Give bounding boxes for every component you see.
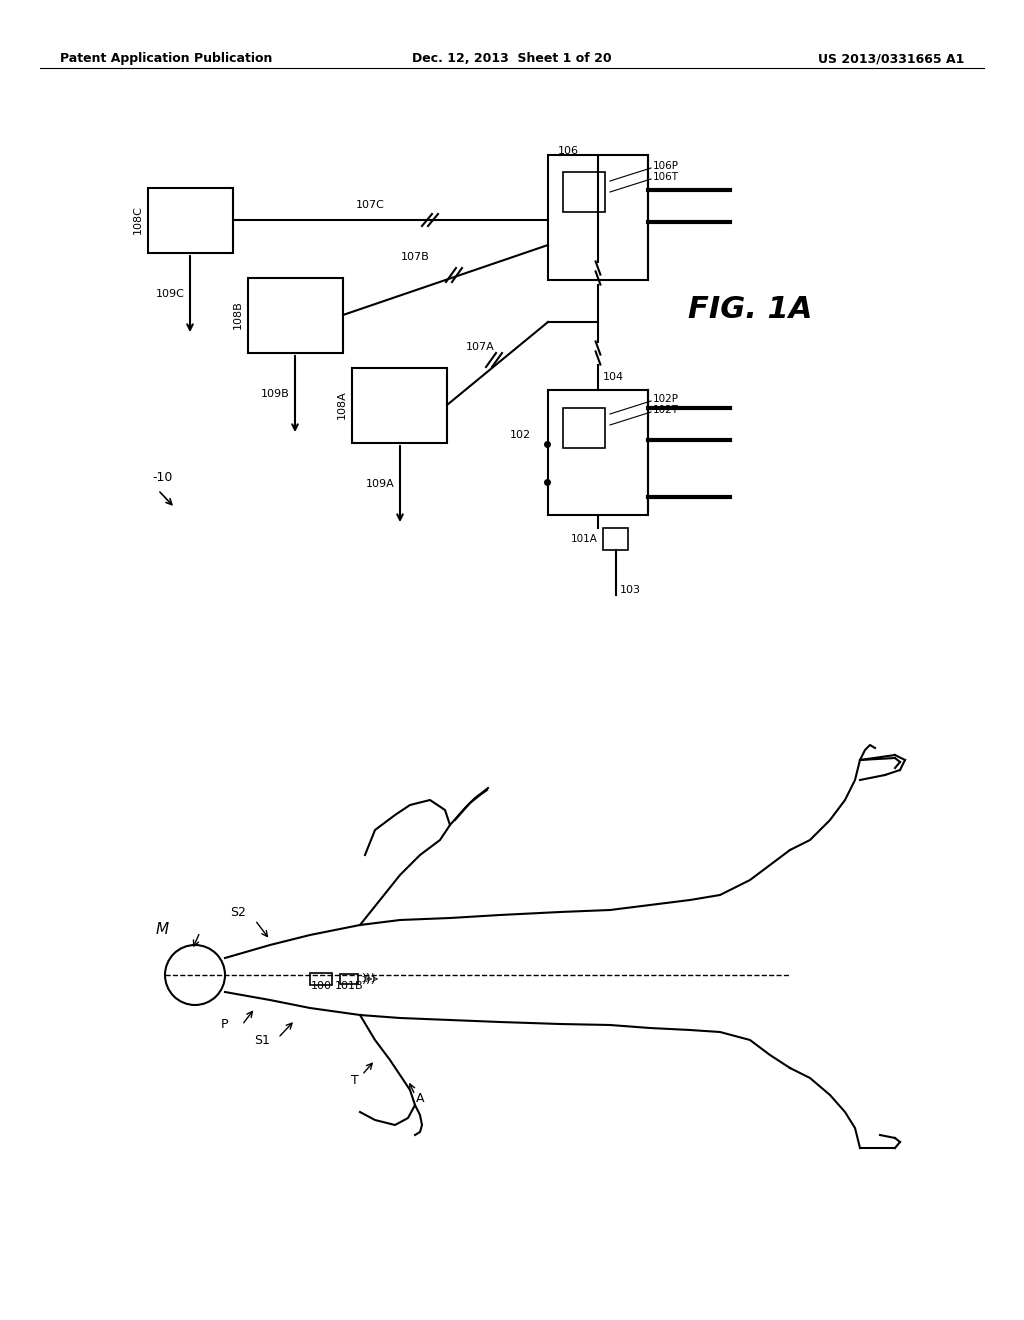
Text: 109C: 109C — [156, 289, 185, 300]
Bar — [352, 368, 447, 444]
Text: S2: S2 — [230, 906, 246, 919]
Bar — [563, 408, 605, 447]
Bar — [148, 187, 233, 253]
Text: FIG. 1A: FIG. 1A — [688, 296, 812, 325]
Text: 106P: 106P — [653, 161, 679, 172]
Text: P: P — [221, 1019, 228, 1031]
Text: ))): ))) — [362, 973, 377, 986]
Bar — [548, 389, 648, 515]
Text: 102P: 102P — [653, 393, 679, 404]
Text: T: T — [351, 1073, 358, 1086]
Text: A: A — [416, 1092, 424, 1105]
Text: -10: -10 — [152, 471, 172, 484]
Text: 108A: 108A — [337, 391, 347, 420]
Bar — [310, 973, 332, 985]
Text: 107B: 107B — [400, 252, 429, 261]
Text: 108B: 108B — [233, 301, 243, 330]
Text: US 2013/0331665 A1: US 2013/0331665 A1 — [817, 51, 964, 65]
Text: 106T: 106T — [653, 172, 679, 182]
Bar — [248, 279, 343, 352]
Text: 100: 100 — [310, 981, 332, 991]
Bar — [563, 172, 605, 213]
Text: 101B: 101B — [335, 981, 364, 991]
Text: 106: 106 — [558, 147, 579, 156]
Text: 107A: 107A — [466, 342, 495, 352]
Text: 107C: 107C — [355, 201, 384, 210]
Bar — [548, 154, 648, 280]
Text: 103: 103 — [620, 585, 641, 595]
Text: 108C: 108C — [133, 206, 143, 235]
Text: 109B: 109B — [261, 389, 290, 399]
Text: Dec. 12, 2013  Sheet 1 of 20: Dec. 12, 2013 Sheet 1 of 20 — [413, 51, 611, 65]
Text: 102T: 102T — [653, 405, 679, 414]
Text: S1: S1 — [254, 1034, 270, 1047]
Text: M: M — [156, 923, 169, 937]
Bar — [340, 974, 358, 983]
Text: 102: 102 — [510, 430, 531, 440]
Text: 104: 104 — [603, 372, 624, 381]
Bar — [603, 528, 628, 550]
Text: 109A: 109A — [367, 479, 395, 488]
Text: 101A: 101A — [571, 535, 598, 544]
Text: Patent Application Publication: Patent Application Publication — [60, 51, 272, 65]
